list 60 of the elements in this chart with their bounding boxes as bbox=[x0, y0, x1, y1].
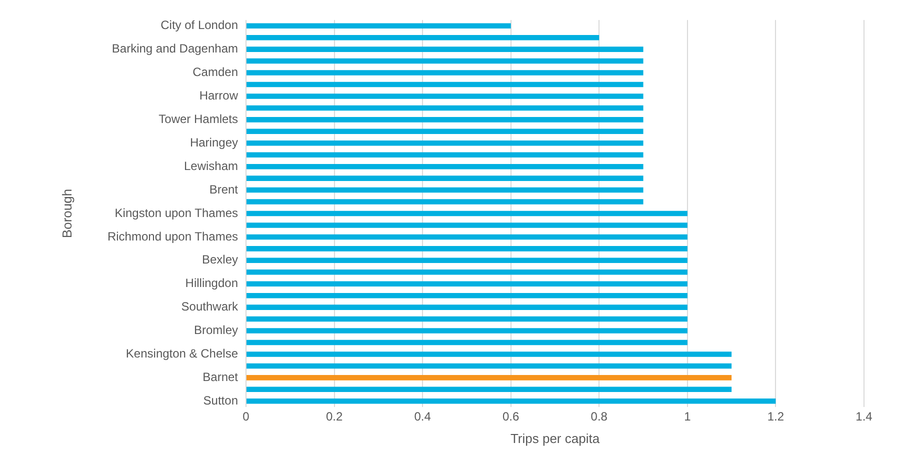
x-tick-label: 0.2 bbox=[326, 410, 343, 424]
bar bbox=[246, 352, 732, 357]
bar bbox=[246, 152, 644, 158]
bar bbox=[246, 270, 688, 275]
y-tick-label: Camden bbox=[192, 65, 238, 80]
bar bbox=[246, 34, 600, 40]
bar bbox=[246, 94, 644, 99]
bar bbox=[246, 128, 644, 134]
y-tick-label: Sutton bbox=[203, 393, 238, 408]
bar bbox=[246, 46, 644, 52]
bar bbox=[246, 105, 644, 111]
bar bbox=[246, 292, 688, 298]
bar bbox=[246, 23, 511, 29]
y-tick-label: City of London bbox=[160, 18, 238, 32]
y-tick-label: Lewisham bbox=[184, 158, 238, 173]
bar bbox=[246, 82, 644, 88]
bar bbox=[246, 328, 688, 334]
bar bbox=[246, 176, 644, 181]
y-tick-label: Richmond upon Thames bbox=[107, 229, 238, 244]
bar bbox=[246, 210, 688, 216]
bar bbox=[246, 58, 644, 64]
y-tick-label: Harrow bbox=[199, 88, 238, 103]
x-tick-label: 0.6 bbox=[502, 410, 520, 424]
y-tick-label: Haringey bbox=[190, 135, 238, 150]
bar bbox=[246, 222, 688, 228]
x-tick-label: 1.4 bbox=[856, 410, 873, 424]
bar bbox=[246, 258, 688, 264]
y-tick-label: Southwark bbox=[181, 300, 239, 314]
x-tick-label: 1.2 bbox=[767, 410, 784, 424]
bar bbox=[246, 363, 732, 369]
y-tick-label: Barking and Dagenham bbox=[112, 42, 238, 56]
bar bbox=[246, 140, 644, 146]
x-axis-title: Trips per capita bbox=[510, 430, 600, 446]
y-tick-label: Brent bbox=[209, 182, 239, 196]
bar bbox=[246, 375, 732, 380]
x-tick-label: 0.4 bbox=[414, 410, 432, 424]
y-tick-label: Bromley bbox=[194, 323, 238, 338]
y-tick-label: Hillingdon bbox=[185, 276, 238, 290]
y-tick-label: Tower Hamlets bbox=[158, 112, 238, 126]
bar bbox=[246, 316, 688, 322]
bar bbox=[246, 398, 776, 404]
x-tick-label: 0 bbox=[242, 410, 250, 424]
y-axis-title: Borough bbox=[59, 188, 74, 238]
x-tick-label: 0.8 bbox=[590, 410, 608, 424]
bar bbox=[246, 199, 644, 204]
bar bbox=[246, 281, 688, 287]
y-tick-label: Kensington & Chelse bbox=[126, 346, 238, 361]
bar bbox=[246, 304, 688, 310]
bar bbox=[246, 117, 644, 122]
bar bbox=[246, 164, 644, 170]
bar bbox=[246, 70, 644, 76]
y-tick-label: Bexley bbox=[202, 252, 238, 267]
y-tick-label: Barnet bbox=[202, 370, 239, 384]
x-tick-label: 1 bbox=[684, 410, 692, 424]
bar bbox=[246, 386, 732, 392]
y-tick-label: Kingston upon Thames bbox=[114, 206, 238, 220]
bar bbox=[246, 234, 688, 240]
bar bbox=[246, 187, 644, 193]
bar bbox=[246, 340, 688, 346]
bar bbox=[246, 246, 688, 252]
